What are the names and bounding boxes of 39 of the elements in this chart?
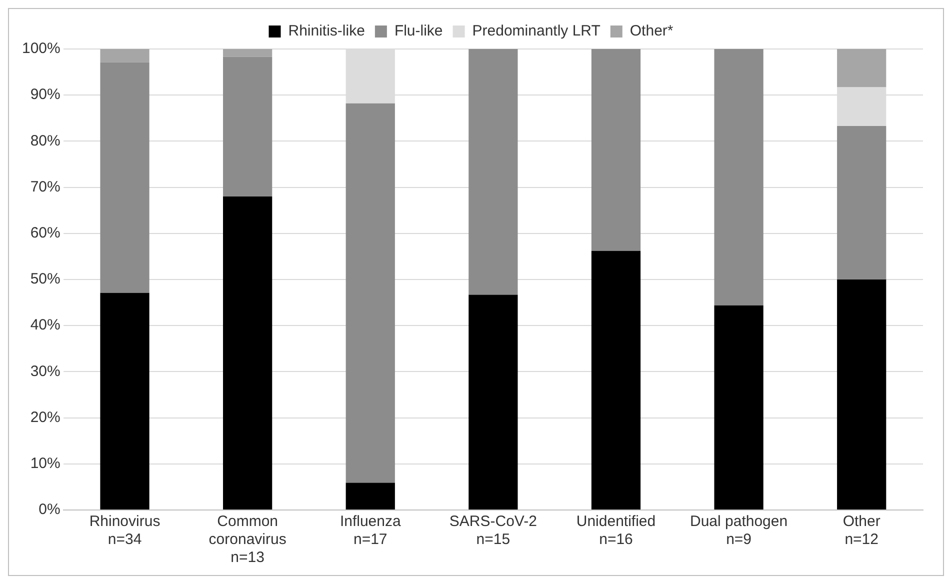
bar <box>837 126 886 280</box>
y-tick-label: 50% <box>30 270 60 288</box>
y-tick-label: 100% <box>22 40 60 58</box>
x-tick-label: Other n=12 <box>842 513 880 548</box>
x-tick-label: Rhinovirus n=34 <box>89 513 160 548</box>
bar <box>591 49 641 251</box>
y-tick-label: 60% <box>30 224 60 242</box>
bar <box>100 62 150 293</box>
bar <box>468 294 518 510</box>
y-tick-label: 20% <box>30 408 60 426</box>
x-tick-label: SARS-CoV-2 n=15 <box>449 513 537 548</box>
bar <box>468 49 518 295</box>
bar <box>223 56 272 197</box>
legend-label: Flu-like <box>394 22 443 40</box>
bar <box>591 250 641 510</box>
y-tick-label: 30% <box>30 362 60 380</box>
y-tick-label: 10% <box>30 455 60 472</box>
bar <box>714 305 764 510</box>
y-tick-label: 0% <box>38 501 60 518</box>
y-tick-label: 90% <box>30 86 60 104</box>
bar <box>100 292 150 510</box>
y-tick-label: 80% <box>30 132 60 150</box>
bar <box>223 49 272 57</box>
bar <box>100 49 150 62</box>
legend-label: Rhinitis-like <box>288 22 365 40</box>
x-tick-label: Influenza n=17 <box>340 513 402 548</box>
bar <box>346 103 395 483</box>
bar <box>223 196 272 510</box>
legend-label: Predominantly LRT <box>472 22 600 40</box>
x-tick-label: Common coronavirus n=13 <box>208 513 286 566</box>
bar <box>837 49 886 88</box>
bar <box>714 49 764 306</box>
legend-label: Other* <box>630 22 674 40</box>
y-tick-label: 70% <box>30 178 60 196</box>
y-tick-label: 40% <box>30 316 60 334</box>
bar <box>346 482 395 510</box>
x-tick-label: Dual pathogen n=9 <box>690 513 788 548</box>
bar <box>837 280 886 510</box>
x-tick-label: Unidentified n=16 <box>576 513 656 548</box>
